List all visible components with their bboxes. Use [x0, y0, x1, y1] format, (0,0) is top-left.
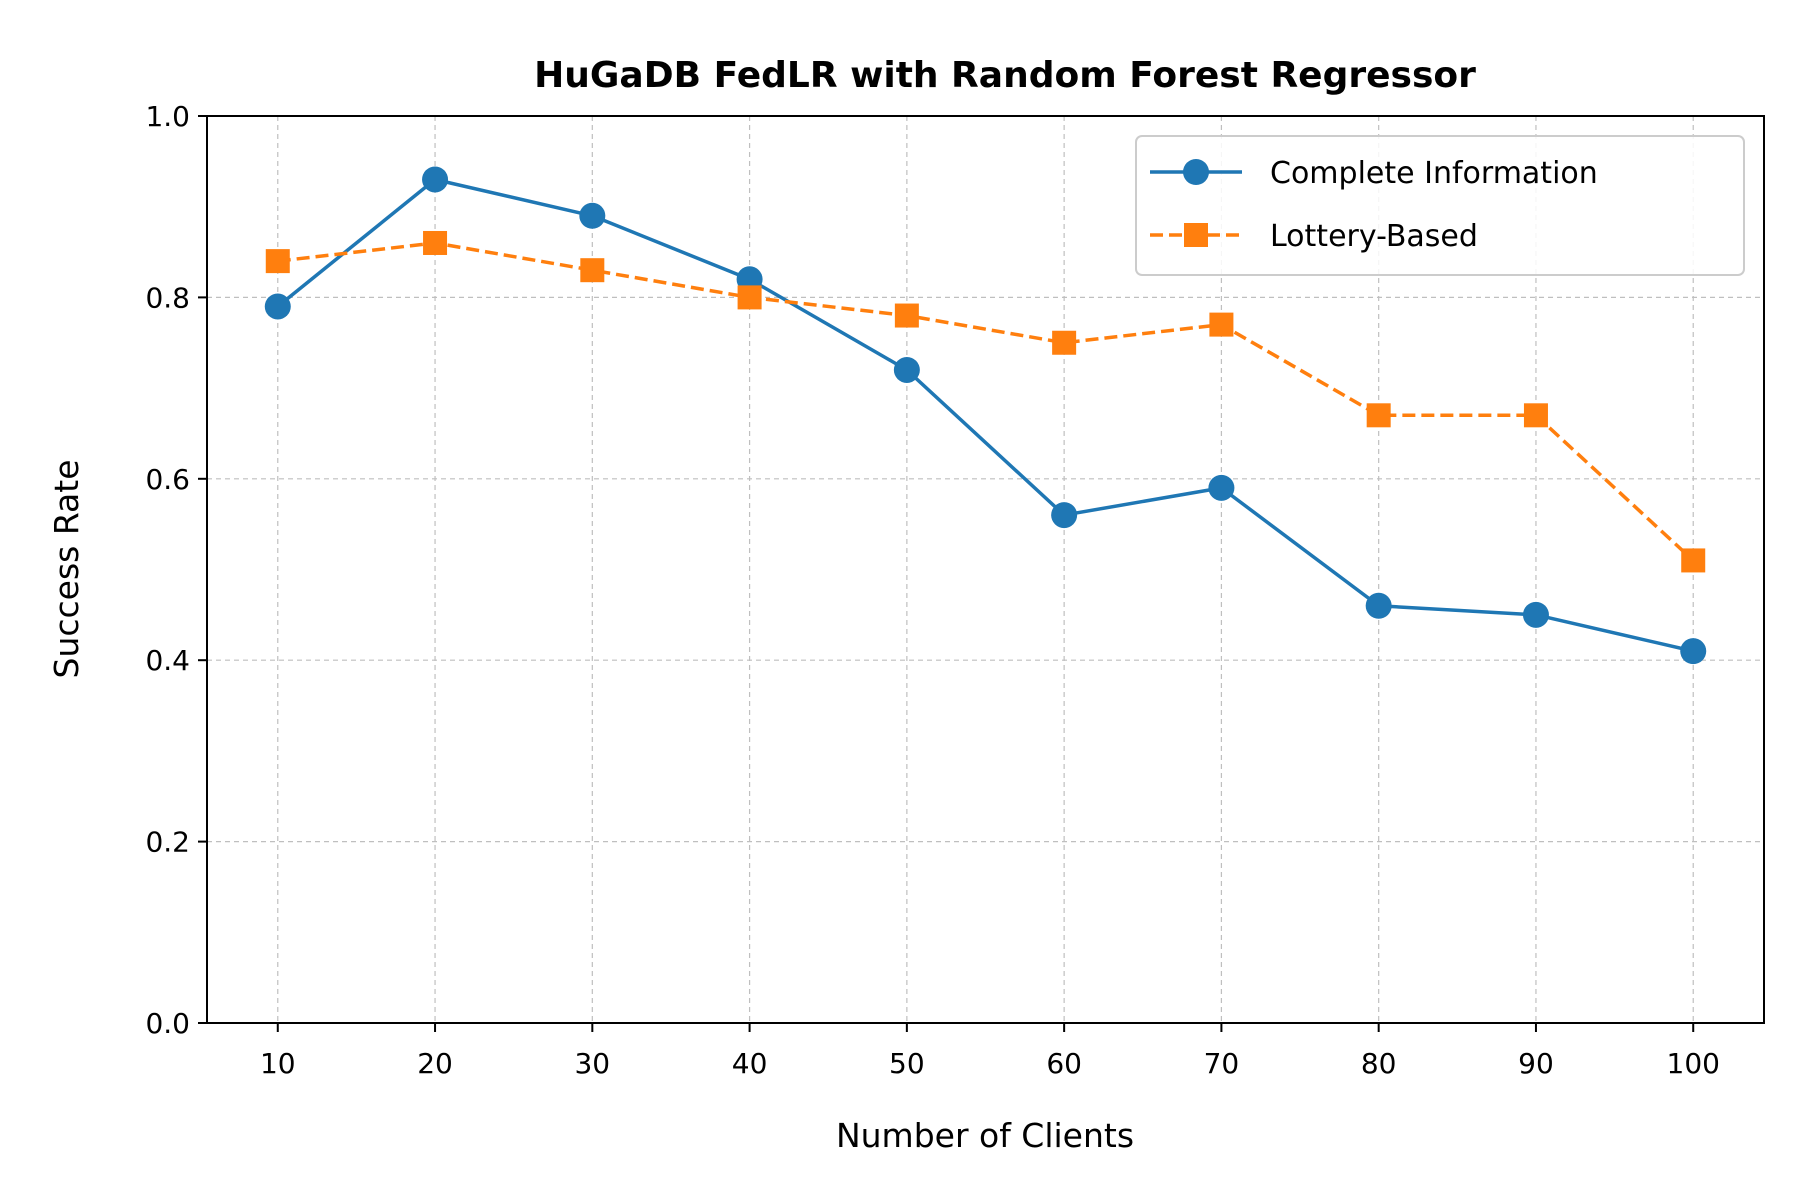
x-tick-label: 70: [1204, 1047, 1240, 1080]
x-tick-label: 100: [1667, 1047, 1720, 1080]
legend-entry: Lottery-Based: [1150, 219, 1478, 254]
data-point: [1366, 403, 1391, 428]
x-tick-label: 40: [732, 1047, 768, 1080]
x-tick-label: 20: [417, 1047, 453, 1080]
legend-entry: Complete Information: [1150, 156, 1598, 191]
y-tick-label: 1.0: [145, 100, 190, 133]
legend-box: [1135, 135, 1745, 276]
series-line: [277, 241, 1695, 562]
data-point: [1051, 502, 1078, 529]
x-tick-label: 30: [574, 1047, 610, 1080]
data-point: [737, 285, 762, 310]
data-point: [1680, 638, 1707, 665]
y-tick-label: 0.6: [145, 463, 190, 496]
legend-label: Complete Information: [1270, 156, 1598, 191]
data-point: [1522, 601, 1549, 628]
axis-ticks: 10 20 30 40 50 60 70 80 90 100 0.0 0.2 0.4 0.6 0.8 1.0: [145, 100, 1719, 1080]
data-point: [1523, 403, 1548, 428]
data-point: [893, 356, 920, 383]
data-point: [422, 166, 449, 193]
data-point: [579, 202, 606, 229]
data-point: [1681, 548, 1706, 573]
y-tick-label: 0.4: [145, 644, 190, 677]
data-point: [580, 258, 605, 283]
legend-marker: [1183, 159, 1209, 185]
x-tick-label: 80: [1361, 1047, 1397, 1080]
plot-frame: [206, 115, 1765, 1024]
y-tick-label: 0.8: [145, 281, 190, 314]
x-tick-label: 50: [889, 1047, 925, 1080]
data-point: [1365, 592, 1392, 619]
data-point: [1209, 312, 1234, 337]
legend: Complete Information Lottery-Based: [1135, 135, 1745, 276]
x-tick-label: 10: [260, 1047, 296, 1080]
data-point: [1052, 330, 1077, 355]
y-tick-label: 0.2: [145, 826, 190, 859]
data-point: [423, 230, 448, 255]
legend-label: Lottery-Based: [1270, 219, 1478, 254]
x-tick-label: 60: [1046, 1047, 1082, 1080]
data-point: [1208, 474, 1235, 501]
series-layer: [264, 166, 1707, 665]
data-point: [894, 303, 919, 328]
x-tick-label: 90: [1518, 1047, 1554, 1080]
legend-marker: [1184, 223, 1208, 247]
y-axis-label: Success Rate: [47, 460, 86, 679]
series-line: [276, 177, 1694, 653]
chart-title: HuGaDB FedLR with Random Forest Regresso…: [534, 55, 1476, 96]
data-point: [264, 293, 291, 320]
y-tick-label: 0.0: [145, 1007, 190, 1040]
series-1: [265, 230, 1706, 573]
data-point: [265, 249, 290, 274]
x-axis-label: Number of Clients: [836, 1116, 1134, 1155]
